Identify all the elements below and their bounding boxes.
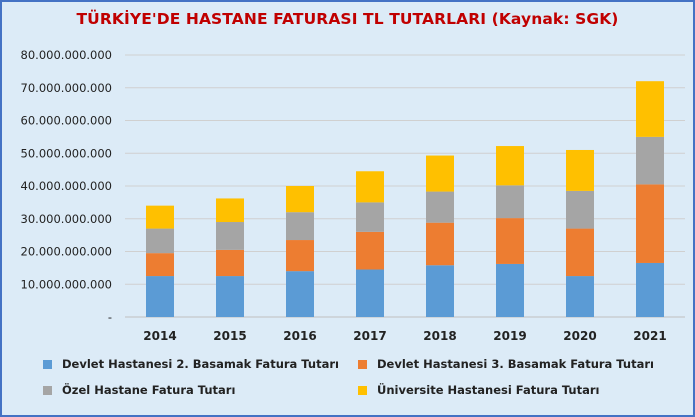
bar-segment-3-2016 [286, 212, 314, 241]
bar-segment-4-2021 [636, 81, 664, 137]
y-tick-label: 30.000.000.000 [21, 212, 112, 226]
bar-segment-4-2019 [496, 146, 524, 186]
bar-segment-3-2021 [636, 136, 664, 185]
legend-label: Devlet Hastanesi 3. Basamak Fatura Tutar… [377, 357, 654, 371]
bar-segment-4-2014 [146, 205, 174, 229]
legend-swatch [358, 359, 367, 369]
legend-label: Özel Hastane Fatura Tutarı [62, 383, 236, 397]
legend-label: Üniversite Hastanesi Fatura Tutarı [377, 383, 600, 397]
bar-segment-4-2016 [286, 186, 314, 213]
bar-segment-1-2014 [146, 276, 174, 317]
x-tick-label: 2016 [283, 329, 316, 343]
bar-segment-3-2019 [496, 185, 524, 219]
y-tick-label: 50.000.000.000 [21, 146, 112, 160]
bar-segment-2-2019 [496, 218, 524, 264]
y-tick-label: 20.000.000.000 [21, 245, 112, 259]
legend-item: Üniversite Hastanesi Fatura Tutarı [358, 383, 600, 397]
bar-segment-1-2015 [216, 276, 244, 317]
bar-segment-2-2020 [566, 228, 594, 277]
x-tick-label: 2018 [423, 329, 456, 343]
x-tick-label: 2014 [143, 329, 176, 343]
legend-item: Devlet Hastanesi 3. Basamak Fatura Tutar… [358, 357, 654, 371]
bar-segment-1-2017 [356, 269, 384, 317]
bar-segment-4-2017 [356, 171, 384, 203]
bar-segment-2-2015 [216, 249, 244, 277]
legend-label: Devlet Hastanesi 2. Basamak Fatura Tutar… [62, 357, 339, 371]
bar-segment-2-2017 [356, 231, 384, 270]
legend-swatch [43, 385, 52, 395]
bar-segment-3-2014 [146, 228, 174, 254]
legend-item: Özel Hastane Fatura Tutarı [43, 383, 235, 397]
y-tick-label: 70.000.000.000 [21, 81, 112, 95]
y-tick-label: 80.000.000.000 [21, 48, 112, 62]
bar-segment-2-2016 [286, 240, 314, 272]
x-tick-label: 2019 [493, 329, 526, 343]
bar-segment-4-2015 [216, 198, 244, 223]
chart-legend: Devlet Hastanesi 2. Basamak Fatura Tutar… [0, 355, 695, 405]
bar-segment-4-2020 [566, 149, 594, 191]
y-tick-label: 10.000.000.000 [21, 277, 112, 291]
x-tick-label: 2015 [213, 329, 246, 343]
bar-segment-1-2019 [496, 263, 524, 317]
x-tick-label: 2017 [353, 329, 386, 343]
bar-segment-2-2018 [426, 222, 454, 266]
bar-segment-1-2020 [566, 276, 594, 317]
chart-title: TÜRKİYE'DE HASTANE FATURASI TL TUTARLARI… [76, 10, 619, 28]
legend-item: Devlet Hastanesi 2. Basamak Fatura Tutar… [43, 357, 339, 371]
x-tick-label: 2021 [633, 329, 666, 343]
bar-segment-1-2021 [636, 262, 664, 317]
bar-segment-2-2021 [636, 184, 664, 263]
bar-segment-3-2018 [426, 191, 454, 223]
legend-swatch [43, 359, 52, 369]
x-tick-label: 2020 [563, 329, 596, 343]
bar-segment-3-2020 [566, 190, 594, 229]
y-tick-label: 40.000.000.000 [21, 179, 112, 193]
bar-segment-1-2016 [286, 271, 314, 317]
bar-segment-1-2018 [426, 265, 454, 317]
bar-segment-3-2015 [216, 222, 244, 250]
bar-segment-4-2018 [426, 155, 454, 192]
y-tick-label: 60.000.000.000 [21, 114, 112, 128]
bar-segment-3-2017 [356, 202, 384, 232]
legend-swatch [358, 385, 367, 395]
bar-segment-2-2014 [146, 253, 174, 277]
y-tick-label: - [108, 310, 112, 324]
